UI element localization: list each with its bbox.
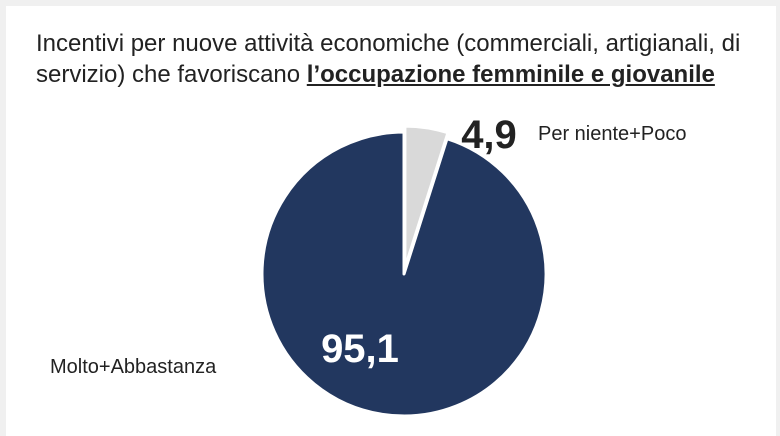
title-emphasis: l’occupazione femminile e giovanile [306, 61, 715, 88]
value-label-molto-abbastanza: 95,1 [321, 327, 399, 371]
slice-molto-abbastanza [260, 130, 548, 418]
chart-card: Incentivi per nuove attività economiche … [6, 6, 776, 436]
category-label-molto-abbastanza: Molto+Abbastanza [50, 356, 217, 378]
value-label-per-niente-poco: 4,9 [461, 113, 517, 157]
pie-chart: 4,9 95,1 [260, 113, 548, 418]
chart-title: Incentivi per nuove attività economiche … [36, 28, 756, 90]
title-normal: Incentivi per nuove attività economiche … [36, 30, 741, 88]
category-label-per-niente-poco: Per niente+Poco [538, 123, 687, 145]
